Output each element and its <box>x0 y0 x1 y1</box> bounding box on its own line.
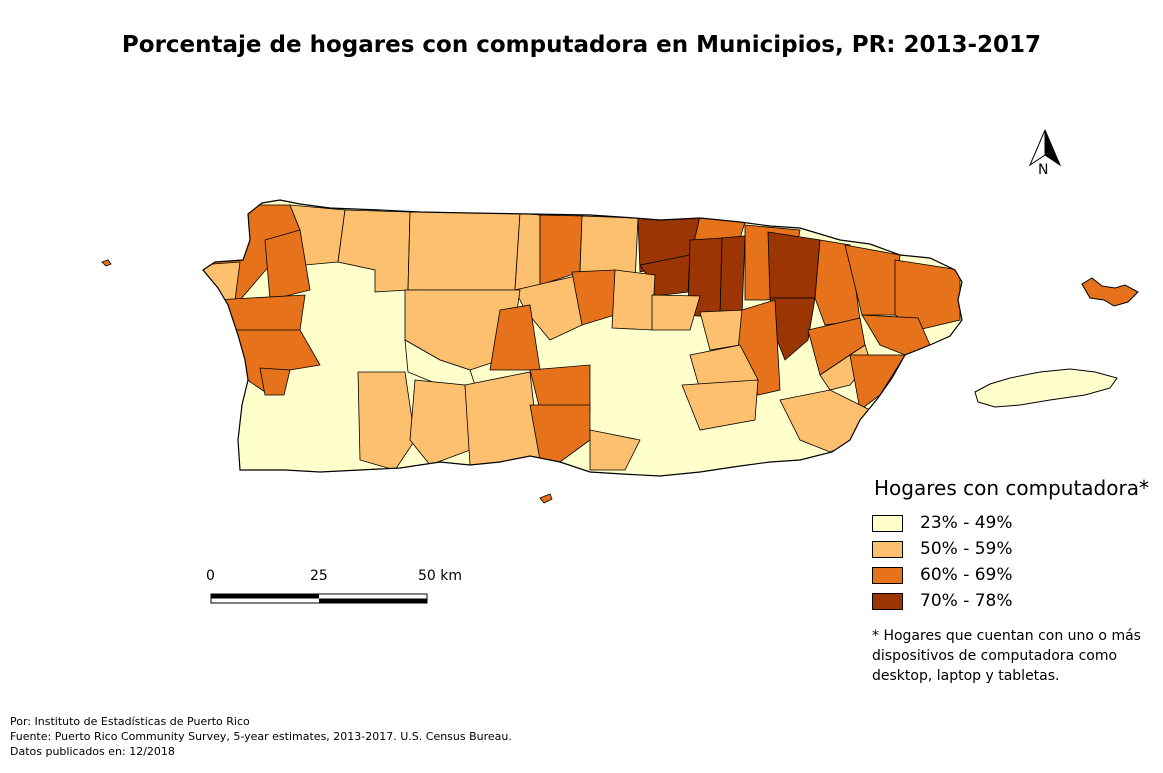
municipality-yauco <box>409 379 471 466</box>
map-title: Porcentaje de hogares con computadora en… <box>121 32 1042 58</box>
municipality-sabana-grande <box>357 371 416 471</box>
legend-label-1: 23% - 49% <box>920 513 1013 533</box>
municipality-ponce <box>529 404 591 463</box>
legend-label-4: 70% - 78% <box>920 591 1013 611</box>
municipalities <box>203 200 962 476</box>
legend-swatch-3 <box>872 567 903 584</box>
municipality-hatillo <box>407 211 521 291</box>
scale-bar <box>210 593 428 604</box>
desecheo-island <box>101 259 112 267</box>
legend-swatch-1 <box>872 515 903 532</box>
caja-de-muertos-island <box>539 493 553 504</box>
municipality-isabela <box>289 204 346 266</box>
municipality-penuelas <box>464 371 541 466</box>
culebra-island <box>1081 277 1139 307</box>
legend-note: * Hogares que cuentan con uno o más disp… <box>872 628 1141 684</box>
north-arrow-icon <box>1028 129 1062 167</box>
municipality-cayey <box>681 379 759 431</box>
municipality-jayuya <box>529 364 591 411</box>
footer-source: Fuente: Puerto Rico Community Survey, 5-… <box>10 730 512 743</box>
legend-label-3: 60% - 69% <box>920 565 1013 585</box>
legend-title: Hogares con computadora* <box>874 476 1149 500</box>
footer: Por: Instituto de Estadísticas de Puerto… <box>10 714 512 759</box>
municipality-guaynabo <box>719 235 746 319</box>
legend-swatch-4 <box>872 593 903 610</box>
municipality-san-juan <box>767 231 821 299</box>
municipality-hormigueros <box>259 367 291 396</box>
scale-label-25: 25 <box>310 568 328 584</box>
legend-label-2: 50% - 59% <box>920 539 1013 559</box>
legend-swatch-2 <box>872 541 903 558</box>
municipality-corozal <box>611 269 656 331</box>
municipality-anasco <box>214 294 306 336</box>
vieques-island <box>974 368 1118 408</box>
municipality-naranjito <box>651 294 701 331</box>
municipality-naguabo <box>849 354 906 411</box>
municipality-moca <box>264 229 311 301</box>
island-outline <box>202 199 963 477</box>
scale-label-0: 0 <box>206 568 215 584</box>
footer-author: Por: Instituto de Estadísticas de Puerto… <box>10 715 250 728</box>
municipality-juana-diaz <box>589 429 641 471</box>
footer-date: Datos publicados en: 12/2018 <box>10 745 175 758</box>
municipality-rio-grande <box>894 259 961 331</box>
north-label: N <box>1038 162 1049 178</box>
scale-label-50: 50 km <box>418 568 463 584</box>
